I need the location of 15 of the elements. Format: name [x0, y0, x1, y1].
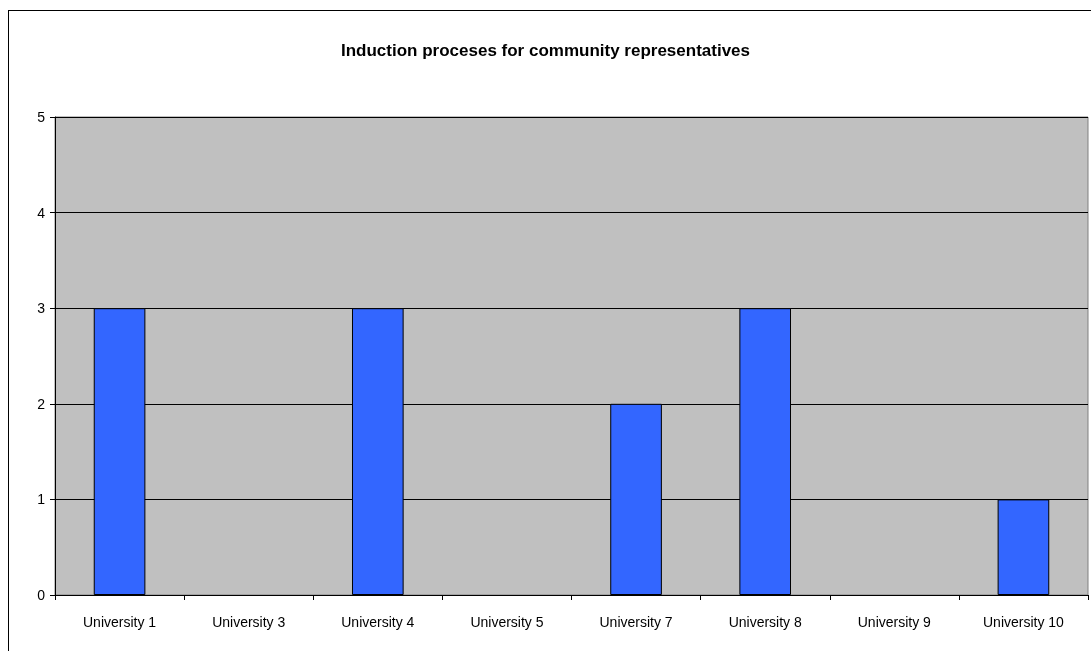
x-tick-label: University 5 [470, 614, 544, 630]
y-tick-label: 4 [37, 204, 46, 221]
x-tick-label: University 3 [212, 614, 286, 630]
y-tick-label: 1 [37, 491, 46, 508]
x-tick-label: University 10 [982, 614, 1065, 630]
y-tick-label: 5 [37, 109, 46, 125]
x-tick-label: University 9 [857, 614, 932, 630]
y-tick-label: 3 [37, 300, 46, 317]
chart-title: Induction proceses for community representatives [340, 41, 751, 60]
x-tick-label: University 1 [82, 614, 157, 630]
x-tick-label: University 8 [728, 614, 802, 630]
x-tick-label: University 4 [341, 614, 415, 630]
x-tick-label: University 7 [599, 614, 673, 630]
y-tick-label: 2 [37, 395, 46, 412]
y-tick-label: 0 [37, 587, 46, 603]
